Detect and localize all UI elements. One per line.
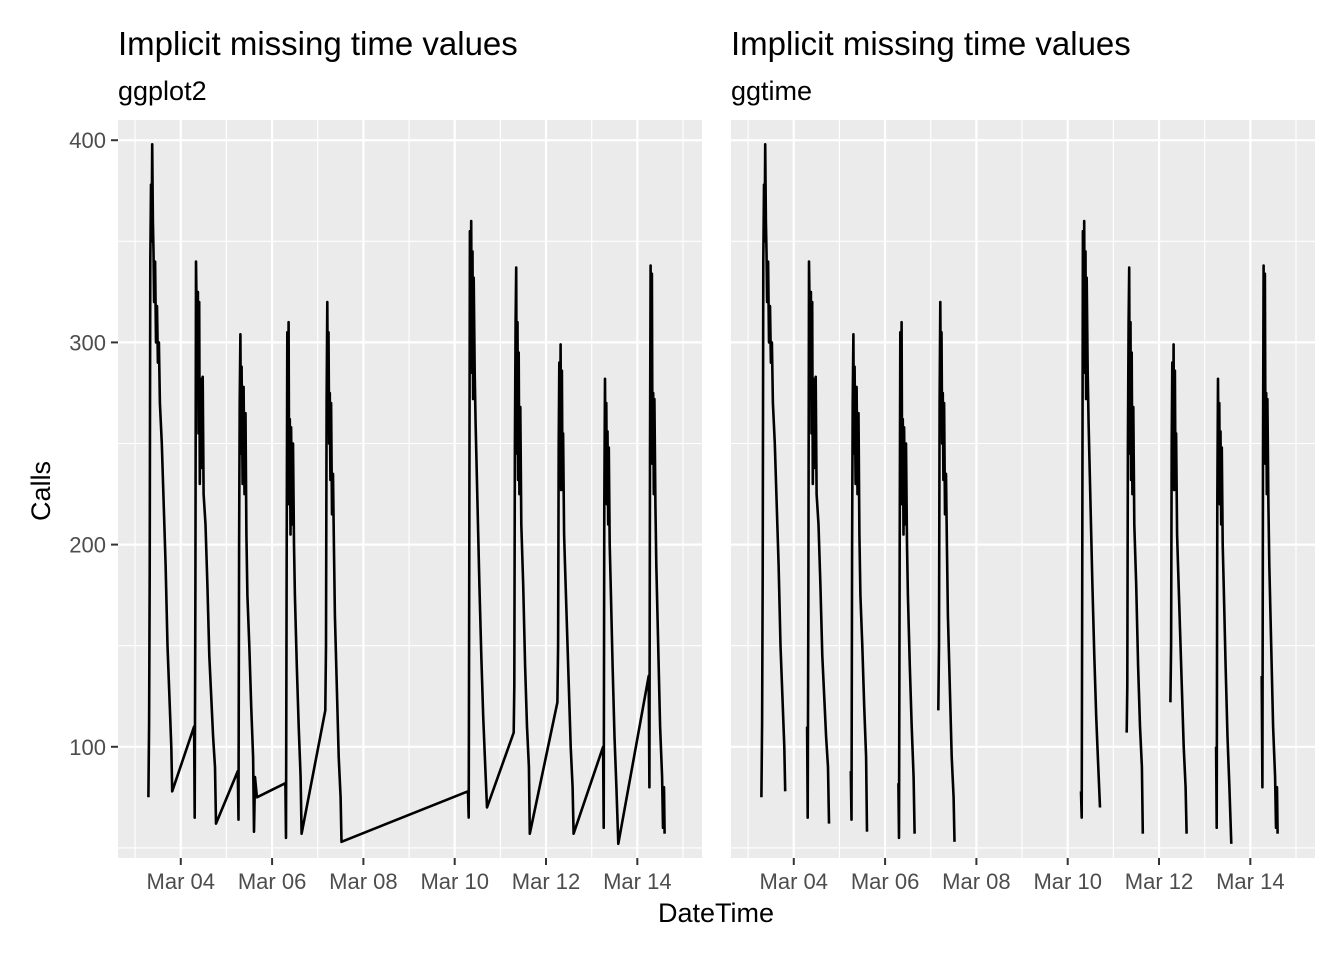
series-line (1169, 343, 1188, 834)
series-line (1214, 377, 1233, 844)
panel-ggplot2: Implicit missing time values ggplot2 100… (69, 25, 702, 894)
x-tick-label: Mar 06 (238, 869, 306, 894)
x-tick-label: Mar 08 (329, 869, 397, 894)
series-line (1125, 266, 1145, 834)
panel-title: Implicit missing time values (118, 25, 518, 62)
series-line (849, 332, 869, 832)
x-axis-label: DateTime (658, 898, 774, 928)
panel-subtitle: ggplot2 (118, 76, 207, 106)
y-tick-label: 200 (69, 533, 106, 558)
panel-subtitle: ggtime (731, 76, 812, 106)
x-tick-label: Mar 14 (1216, 869, 1284, 894)
x-tick-label: Mar 10 (1033, 869, 1101, 894)
series-line (897, 320, 916, 840)
series-line (805, 260, 831, 824)
x-tick-label: Mar 06 (851, 869, 919, 894)
panel-ggtime: Implicit missing time values ggtime Mar … (731, 25, 1315, 894)
y-tick-label: 400 (69, 128, 106, 153)
y-tick-label: 100 (69, 735, 106, 760)
series-line (1079, 219, 1102, 819)
series-line (937, 300, 956, 842)
series-line (1260, 264, 1279, 834)
x-tick-label: Mar 04 (147, 869, 215, 894)
y-axis-label: Calls (26, 461, 56, 521)
x-tick-label: Mar 12 (512, 869, 580, 894)
x-tick-label: Mar 10 (420, 869, 488, 894)
x-tick-label: Mar 08 (942, 869, 1010, 894)
x-tick-label: Mar 12 (1125, 869, 1193, 894)
x-tick-label: Mar 04 (760, 869, 828, 894)
series-line (147, 143, 666, 846)
x-tick-label: Mar 14 (603, 869, 671, 894)
y-tick-label: 300 (69, 330, 106, 355)
series-line (760, 143, 787, 798)
panel-title: Implicit missing time values (731, 25, 1131, 62)
